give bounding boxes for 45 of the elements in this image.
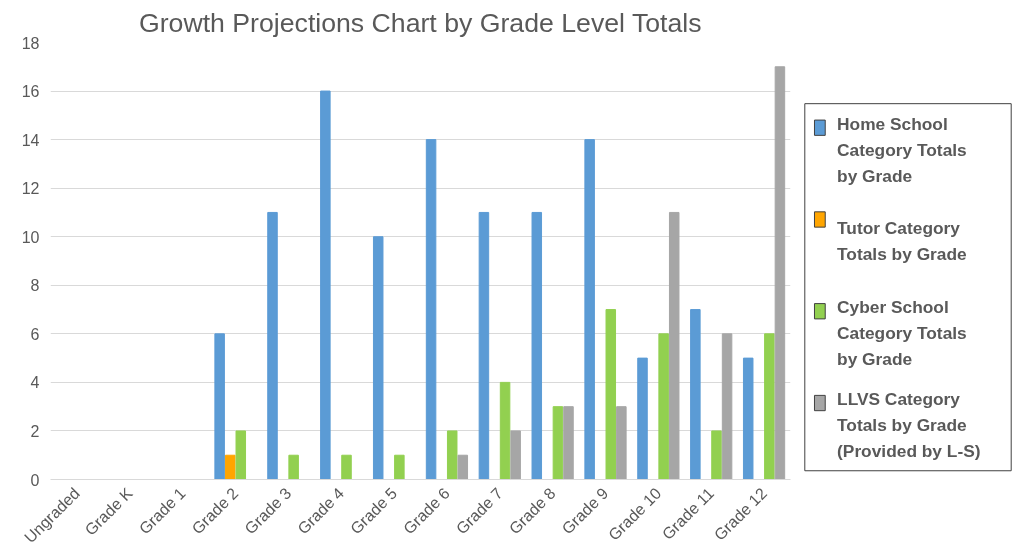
y-tick-label: 8 <box>30 277 40 295</box>
y-tick-label: 14 <box>21 131 40 149</box>
bar <box>372 236 384 480</box>
y-tick-label: 16 <box>21 83 40 101</box>
legend-label: Cyber School Category Totals by Grade <box>837 297 967 370</box>
y-tick-label: 12 <box>21 180 40 198</box>
bar <box>478 211 490 480</box>
y-tick-label: 2 <box>30 422 40 440</box>
bar <box>616 406 627 480</box>
bar <box>658 333 669 480</box>
bar <box>320 90 331 480</box>
bar <box>288 454 299 480</box>
bar <box>446 430 458 480</box>
bar <box>774 66 786 480</box>
y-tick-label: 6 <box>30 325 40 343</box>
bar <box>711 430 722 480</box>
bar <box>563 406 574 480</box>
legend-label: Tutor Category Totals by Grade <box>837 218 968 265</box>
bar <box>214 333 225 480</box>
bar <box>552 406 564 480</box>
bar <box>394 454 405 480</box>
legend-label: LLVS Category Totals by Grade (Provided by L-S) <box>837 388 981 461</box>
bar <box>341 454 352 480</box>
bar <box>531 211 543 480</box>
bar <box>690 309 701 480</box>
bar <box>235 430 247 480</box>
bar <box>499 381 511 480</box>
bar <box>605 309 617 480</box>
legend-label: Home School Category Totals by Grade <box>837 113 967 186</box>
bar <box>425 139 437 480</box>
bar <box>742 357 754 480</box>
y-tick-label: 18 <box>21 34 40 52</box>
bar <box>721 333 733 480</box>
bar <box>584 139 595 480</box>
y-tick-label: 4 <box>30 374 40 392</box>
bar <box>267 211 278 480</box>
chart-title: Growth Projections Chart by Grade Level Totals <box>139 7 702 38</box>
y-tick-label: 10 <box>21 228 40 246</box>
bar <box>764 333 775 480</box>
bar <box>510 430 521 480</box>
bar <box>457 454 469 480</box>
bar <box>637 357 648 480</box>
y-tick-label: 0 <box>30 471 40 489</box>
bar <box>224 454 236 480</box>
bar <box>668 211 680 480</box>
